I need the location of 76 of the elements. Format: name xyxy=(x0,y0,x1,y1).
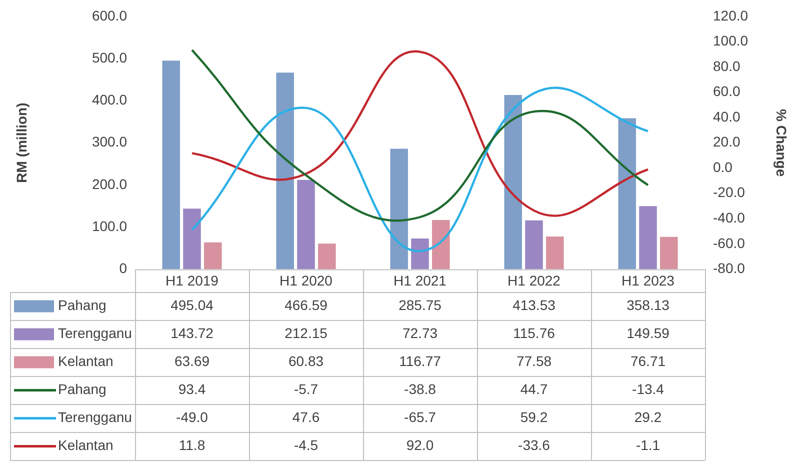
legend-label: Kelantan xyxy=(58,437,114,454)
y2-tick-label: 20.0 xyxy=(713,134,740,150)
data-label: -5.7 xyxy=(294,381,318,398)
data-label: -4.5 xyxy=(294,437,318,454)
y2-tick-label: 60.0 xyxy=(713,83,740,100)
data-label: 60.83 xyxy=(288,353,324,370)
y2-tick-label: -80.0 xyxy=(713,260,746,276)
legend-label: Pahang xyxy=(58,381,106,398)
data-label: 143.72 xyxy=(170,325,214,342)
bar xyxy=(204,242,222,270)
y2-tick-label: -40.0 xyxy=(713,210,746,226)
bar xyxy=(432,220,450,270)
data-label: 59.2 xyxy=(520,409,548,426)
bar xyxy=(525,220,543,270)
data-label: 77.58 xyxy=(516,353,552,370)
y-axis-title: RM (million) xyxy=(13,102,30,183)
data-label: 149.59 xyxy=(626,325,670,342)
data-label: 212.15 xyxy=(284,325,328,342)
y2-tick-label: 120.0 xyxy=(713,7,748,24)
bar xyxy=(639,206,657,270)
data-label: 413.53 xyxy=(512,297,556,314)
bar xyxy=(618,118,636,270)
x-tick-label: H1 2021 xyxy=(394,272,447,288)
y2-tick-label: 0.0 xyxy=(713,158,733,175)
legend-label: Terengganu xyxy=(58,409,132,426)
y2-tick-label: 40.0 xyxy=(713,108,740,124)
data-label: -1.1 xyxy=(636,437,660,454)
y-tick-label: 400.0 xyxy=(92,92,128,108)
data-label: 76.71 xyxy=(630,353,666,370)
y2-tick-label: -60.0 xyxy=(713,234,746,251)
data-label: 29.2 xyxy=(634,409,662,426)
data-label: 116.77 xyxy=(399,353,442,370)
y2-axis-title: % Change xyxy=(774,108,790,177)
data-label: 358.13 xyxy=(626,297,670,314)
data-label: 44.7 xyxy=(520,381,548,398)
x-tick-label: H1 2022 xyxy=(508,272,561,288)
y2-tick-label: 100.0 xyxy=(713,32,748,49)
data-label: 72.73 xyxy=(402,325,438,342)
bar xyxy=(390,148,408,270)
y2-tick-label: 80.0 xyxy=(713,58,740,74)
y-tick-label: 300.0 xyxy=(92,134,128,150)
data-label: -33.6 xyxy=(518,437,550,454)
data-label: 495.04 xyxy=(170,297,214,314)
y-tick-label: 100.0 xyxy=(92,218,128,234)
data-label: 11.8 xyxy=(178,437,206,454)
data-label: 47.6 xyxy=(292,409,320,426)
bar xyxy=(546,236,564,270)
data-label: -65.7 xyxy=(404,409,436,426)
bar xyxy=(297,180,315,270)
x-tick-label: H1 2019 xyxy=(166,272,219,288)
bar xyxy=(162,60,180,270)
bar xyxy=(318,244,336,270)
data-label: 92.0 xyxy=(406,437,434,454)
data-label: 63.69 xyxy=(174,353,210,370)
x-tick-label: H1 2020 xyxy=(280,272,333,288)
data-label: -38.8 xyxy=(404,381,436,398)
y2-tick-label: -20.0 xyxy=(713,184,746,200)
y-tick-label: 500.0 xyxy=(92,49,128,66)
bar xyxy=(504,94,522,270)
bar xyxy=(411,238,429,270)
bar xyxy=(276,72,294,270)
bar xyxy=(183,208,201,270)
y-tick-label: 200.0 xyxy=(92,176,128,192)
data-label: 93.4 xyxy=(178,381,206,398)
data-label: 115.76 xyxy=(513,325,556,342)
data-label: 466.59 xyxy=(284,297,328,314)
bar xyxy=(660,236,678,270)
legend-label: Terengganu xyxy=(58,325,132,342)
data-label: 285.75 xyxy=(398,297,442,314)
y-tick-label: 0 xyxy=(119,260,128,276)
legend-label: Kelantan xyxy=(58,353,114,370)
legend-label: Pahang xyxy=(58,297,106,314)
data-label: -49.0 xyxy=(176,409,208,426)
x-tick-label: H1 2023 xyxy=(622,272,675,288)
y-tick-label: 600.0 xyxy=(92,7,128,24)
data-label: -13.4 xyxy=(632,381,664,398)
